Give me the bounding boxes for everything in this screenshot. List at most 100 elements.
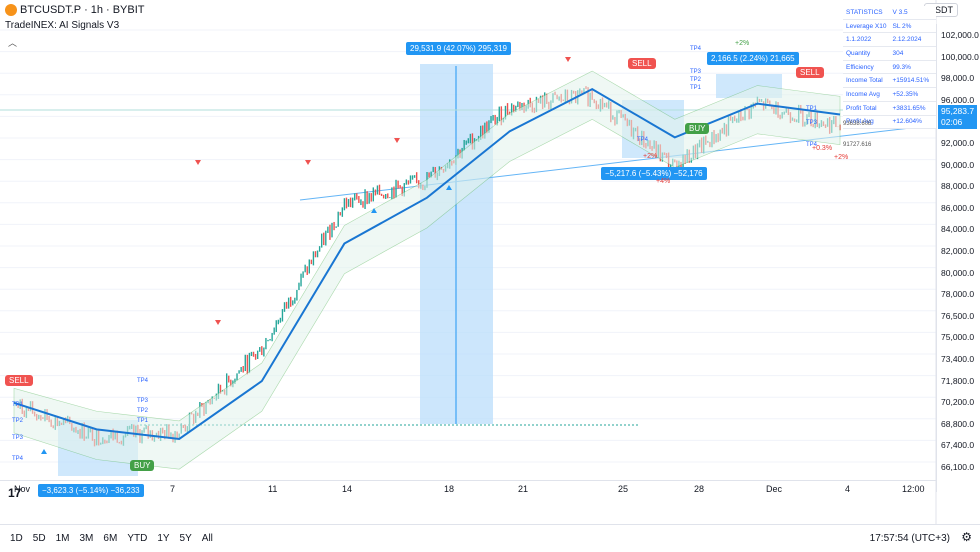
- buy-marker: [446, 185, 452, 190]
- price-tick: 98,000.0: [941, 73, 975, 84]
- price-tick: 73,400.0: [941, 354, 975, 364]
- buy-signal: BUY: [130, 460, 155, 471]
- gear-icon[interactable]: ⚙: [961, 530, 972, 544]
- stats-cell: +12.604%: [892, 118, 922, 126]
- tp-label: TP2: [690, 77, 702, 83]
- interval[interactable]: 1h: [90, 4, 104, 16]
- price-tick: 92,000.0: [941, 138, 975, 148]
- sell-marker: [195, 160, 201, 165]
- price-axis[interactable]: 102,000.0100,000.098,000.096,000.094,000…: [936, 24, 980, 492]
- bar-countdown: 02:06: [941, 117, 963, 127]
- buy-signal: BUY: [685, 123, 710, 134]
- sell-marker: [565, 57, 571, 62]
- range-button[interactable]: 1Y: [157, 533, 170, 544]
- indicator-title[interactable]: TradeINEX: AI Signals V3: [5, 20, 120, 31]
- tp-label: TP4: [806, 142, 818, 148]
- percent-label: +4%: [656, 178, 671, 185]
- current-price: 95,283.7: [941, 106, 975, 116]
- stats-row: Income Avg +52.35%: [843, 88, 936, 102]
- range-button[interactable]: 1D: [10, 533, 23, 544]
- tp-label: TP3: [806, 120, 818, 126]
- stats-row: 1.1.2022 2.12.2024: [843, 33, 936, 48]
- range-button[interactable]: All: [201, 533, 213, 544]
- tp-label: TP4: [12, 456, 24, 462]
- range-button[interactable]: 3M: [79, 533, 94, 544]
- stats-row: Profit Total +3831.65%: [843, 102, 936, 116]
- price-tick: 70,200.0: [941, 397, 975, 408]
- bottom-toolbar: 1D 5D 1M 3M 6M YTD 1Y 5Y All 17:57:54 (UTC+3) ⚙: [0, 524, 980, 552]
- tp-label: TP3: [137, 398, 149, 404]
- symbol-header[interactable]: BTCUSDT.P · 1h · BYBIT: [0, 0, 145, 20]
- tradingview-logo-icon[interactable]: 17: [8, 486, 22, 500]
- separator: ·: [84, 4, 88, 16]
- stats-cell: 304: [892, 49, 904, 57]
- time-tick: 7: [170, 484, 176, 494]
- stats-row: Efficiency 99.3%: [843, 61, 936, 75]
- measure-label[interactable]: −5,217.6 (−5.43%) −52,176: [601, 167, 707, 180]
- measure-label[interactable]: 2,166.5 (2.24%) 21,665: [707, 52, 799, 65]
- tp-label: TP1: [806, 106, 818, 112]
- level-label: 91727.616: [843, 142, 872, 148]
- range-button[interactable]: 5Y: [179, 533, 192, 544]
- range-button[interactable]: 5D: [32, 533, 46, 544]
- price-tick: 100,000.0: [941, 51, 979, 62]
- time-tick: 21: [518, 484, 529, 494]
- time-tick: 12:00: [902, 484, 925, 494]
- statistics-table: STATISTICS V 3.5 Leverage X10 SL 2% 1.1.2022…: [843, 6, 936, 130]
- symbol-name[interactable]: BTCUSDT.P: [20, 4, 82, 16]
- time-tick: 25: [618, 484, 629, 494]
- stats-cell: Quantity: [846, 49, 871, 57]
- price-tick: 84,000.0: [941, 224, 975, 235]
- percent-label: +2%: [643, 153, 658, 160]
- range-button[interactable]: 1M: [55, 533, 70, 544]
- stats-cell: Efficiency: [846, 63, 874, 71]
- price-tick: 88,000.0: [941, 181, 975, 192]
- tp-label: TP4: [137, 378, 149, 384]
- sell-marker: [394, 138, 400, 143]
- sell-signal: SELL: [628, 58, 656, 69]
- sell-marker: [305, 160, 311, 165]
- current-price-label: 95,283.7 02:06: [938, 105, 978, 129]
- measure-label[interactable]: 29,531.9 (42.07%) 295,319: [406, 42, 511, 55]
- percent-label: +0.3%: [812, 145, 833, 152]
- stats-cell: SL 2%: [892, 22, 912, 30]
- time-tick: 14: [342, 484, 353, 494]
- sell-marker: [215, 320, 221, 325]
- range-buttons: 1D 5D 1M 3M 6M YTD 1Y 5Y All: [0, 533, 213, 544]
- tp-label: TP1: [12, 402, 24, 408]
- tp-label: TP3: [12, 435, 24, 441]
- stats-cell: +3831.65%: [892, 104, 926, 112]
- price-tick: 86,000.0: [941, 202, 975, 213]
- price-tick: 80,000.0: [941, 267, 975, 278]
- time-tick: 4: [845, 484, 851, 494]
- stats-cell: +15914.51%: [892, 77, 930, 85]
- price-tick: 96,000.0: [941, 94, 975, 105]
- separator: ·: [106, 4, 110, 16]
- stats-cell: Leverage X10: [846, 22, 887, 30]
- stats-cell: +52.35%: [892, 90, 919, 98]
- tp-label: TP3: [690, 69, 702, 75]
- tp-label: TP2: [12, 418, 24, 424]
- level-label: 93638.608: [843, 121, 872, 127]
- measure-label[interactable]: −3,623.3 (−5.14%) −36,233: [38, 484, 144, 497]
- stats-row: STATISTICS V 3.5: [843, 6, 936, 20]
- price-tick: 76,500.0: [941, 310, 975, 321]
- price-tick: 78,000.0: [941, 289, 975, 300]
- stats-cell: V 3.5: [892, 8, 908, 16]
- stats-cell: Income Avg: [846, 90, 880, 98]
- buy-marker: [41, 449, 47, 454]
- stats-row: Income Total +15914.51%: [843, 74, 936, 89]
- stats-cell: Profit Avg: [846, 118, 874, 126]
- exchange: BYBIT: [112, 4, 145, 16]
- price-tick: 75,000.0: [941, 332, 975, 343]
- chevron-up-icon[interactable]: ︿: [8, 38, 18, 48]
- price-tick: 67,400.0: [941, 440, 975, 451]
- percent-label: +2%: [735, 40, 750, 47]
- range-button[interactable]: YTD: [127, 533, 148, 544]
- range-button[interactable]: 6M: [103, 533, 118, 544]
- clock[interactable]: 17:57:54 (UTC+3): [869, 533, 950, 544]
- price-tick: 90,000.0: [941, 159, 975, 170]
- percent-label: +2%: [834, 154, 849, 161]
- stats-row: Quantity 304: [843, 47, 936, 61]
- stats-cell: 1.1.2022: [846, 36, 872, 44]
